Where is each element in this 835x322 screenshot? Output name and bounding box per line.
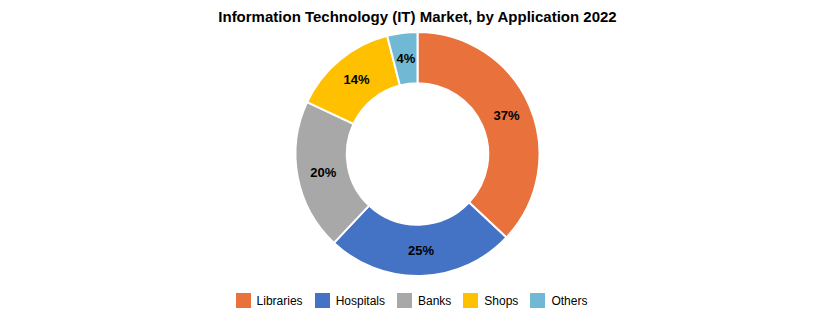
svg-text:4%: 4% (397, 51, 416, 66)
html-text:Information Technology (IT) Ma: Information Technology (IT) Market, by A… (218, 8, 617, 25)
svg-text:20%: 20% (310, 165, 336, 180)
html-text:Hospitals: Hospitals (335, 293, 385, 308)
html-text:Others: Others (551, 293, 588, 308)
svg-text:25%: 25% (408, 243, 434, 258)
html-text:Shops: Shops (484, 293, 519, 308)
html-text:Libraries: Libraries (256, 293, 303, 308)
svg-text:37%: 37% (493, 108, 519, 123)
html-text:Banks: Banks (418, 293, 452, 308)
svg-text:14%: 14% (344, 72, 370, 87)
